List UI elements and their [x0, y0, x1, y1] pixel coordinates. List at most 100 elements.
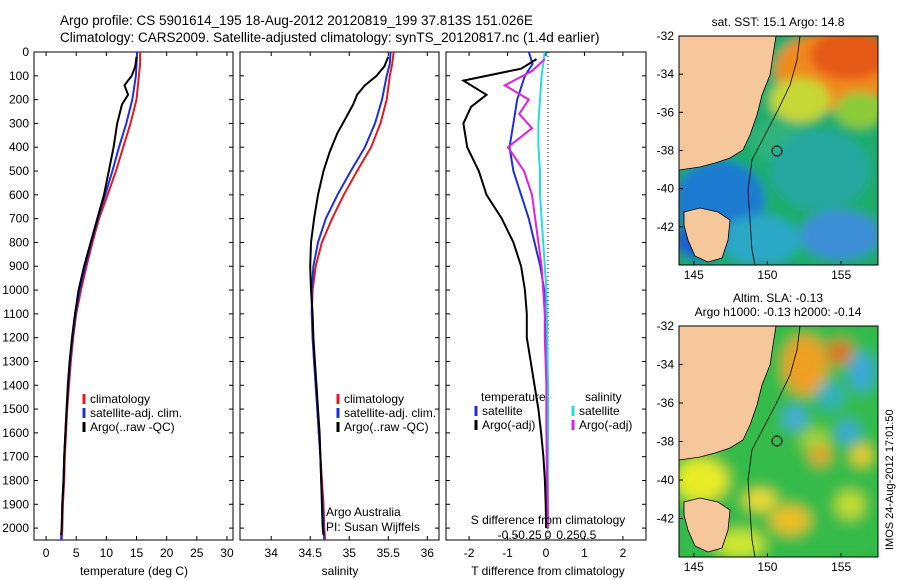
sla-map-tasmania — [683, 497, 731, 553]
depth-tick-label: 900 — [9, 259, 29, 273]
sla-map-title-line1: Altim. SLA: -0.13 — [733, 291, 823, 305]
salinity-argo-adj-line — [502, 58, 549, 529]
climatology-line — [60, 52, 142, 540]
figure-title-line2: Climatology: CARS2009. Satellite-adjuste… — [60, 30, 600, 45]
difference-lines — [460, 52, 549, 529]
map-y-tick-label: -38 — [657, 435, 675, 449]
map-y-tick-label: -32 — [657, 29, 675, 43]
x-tick-label: 20 — [160, 546, 174, 560]
imos-credit-vertical: IMOS 24-Aug-2012 17:01:50 — [884, 409, 896, 550]
salinity-xlabel: salinity — [322, 564, 359, 578]
sst-map-panel: sat. SST: 15.1 Argo: 14.8 145 150 — [657, 15, 879, 282]
pi-label: PI: Susan Wijffels — [326, 520, 420, 534]
salinity-axes-frame — [239, 51, 440, 541]
depth-tick-label: 1400 — [2, 378, 29, 392]
map-y-tick-label: -38 — [657, 144, 675, 158]
map-y-tick-label: -34 — [657, 67, 675, 81]
s-difference-tick-label: 0 — [545, 528, 552, 542]
map-y-tick-label: -36 — [657, 105, 675, 119]
depth-tick-label: 500 — [9, 164, 29, 178]
temperature-argo-adj-line — [460, 58, 548, 529]
sla-argo-position-marker — [771, 435, 783, 447]
depth-tick-label: 800 — [9, 235, 29, 249]
legend-label: Argo(..raw -QC) — [90, 420, 175, 434]
depth-tick-label: 0 — [22, 45, 29, 59]
depth-tick-label: 1500 — [2, 402, 29, 416]
x-tick-label: 35 — [343, 546, 357, 560]
x-tick-label: 0 — [543, 546, 550, 560]
s-difference-tick-label: 0.5 — [580, 528, 597, 542]
sst-argo-position-marker — [771, 145, 783, 157]
x-tick-label: 35.5 — [377, 546, 401, 560]
depth-tick-label: 400 — [9, 140, 29, 154]
legend-heading: temperature — [481, 390, 546, 404]
figure-title-line1: Argo profile: CS 5901614_195 18-Aug-2012… — [60, 13, 533, 28]
argo-raw-qc-line — [309, 56, 390, 536]
legend-label: satellite — [482, 404, 523, 418]
argo-raw-qc-line — [60, 56, 138, 536]
satellite-adj-clim-line — [60, 52, 139, 540]
depth-tick-label: 1900 — [2, 497, 29, 511]
map-y-tick-label: -40 — [657, 473, 675, 487]
sla-map-title-line2: Argo h1000: -0.13 h2000: -0.14 — [695, 305, 862, 319]
depth-tick-label: 200 — [9, 93, 29, 107]
sst-map-tasmania — [683, 207, 731, 263]
s-difference-tick-label: -0.25 — [514, 528, 542, 542]
sla-map-isobath — [747, 326, 801, 557]
x-tick-label: 34 — [265, 546, 279, 560]
s-difference-tick-label: -0.5 — [498, 528, 519, 542]
sla-map-field — [679, 326, 878, 557]
x-tick-label: 10 — [100, 546, 114, 560]
x-tick-label: 25 — [190, 546, 204, 560]
temperature-lines — [60, 52, 142, 540]
x-tick-label: 36 — [421, 546, 435, 560]
map-y-tick-label: -32 — [657, 319, 675, 333]
sla-map-mainland — [679, 326, 777, 461]
legend-label: Argo(-adj) — [579, 418, 632, 432]
depth-tick-labels: 0 100 200 300 400 500 600 700 800 900 1000 1100 1200… — [2, 45, 29, 535]
s-difference-tick-label: 0.25 — [556, 528, 580, 542]
sla-map-panel: Altim. SLA: -0.13 Argo h1000: -0.13 h200… — [657, 291, 879, 574]
map-x-tick-label: 145 — [684, 560, 704, 574]
legend-label: climatology — [90, 392, 150, 406]
x-tick-label: 34.5 — [299, 546, 323, 560]
map-y-tick-label: -34 — [657, 358, 675, 372]
map-x-tick-label: 155 — [831, 560, 851, 574]
x-tick-label: 5 — [73, 546, 80, 560]
x-tick-label: 1 — [581, 546, 588, 560]
depth-tick-label: 1600 — [2, 426, 29, 440]
sst-map-title: sat. SST: 15.1 Argo: 14.8 — [712, 15, 845, 29]
x-tick-label: 30 — [220, 546, 234, 560]
temperature-xlabel: temperature (deg C) — [80, 564, 188, 578]
temperature-axes-frame — [33, 51, 234, 541]
depth-tick-label: 1100 — [3, 307, 29, 321]
legend-label: Argo(..raw -QC) — [344, 420, 429, 434]
legend-label: satellite-adj. clim. — [344, 406, 436, 420]
map-y-tick-label: -40 — [657, 182, 675, 196]
temperature-panel: 0100200300400500600700800900100011001200… — [2, 45, 234, 578]
map-y-tick-label: -42 — [657, 220, 675, 234]
depth-tick-label: 100 — [9, 69, 29, 83]
x-tick-label: -1 — [502, 546, 513, 560]
sst-map-ticks: 145 150 155 -32 -34 -36 -38 -40 -42 — [657, 29, 852, 282]
difference-legend: temperaturesatelliteArgo(-adj)salinitysa… — [474, 390, 632, 432]
argo-australia-label: Argo Australia — [326, 505, 401, 519]
legend-label: climatology — [344, 392, 404, 406]
s-difference-label: S difference from climatology — [471, 513, 626, 527]
legend-label: Argo(-adj) — [482, 418, 535, 432]
x-tick-label: 0 — [43, 546, 50, 560]
map-x-tick-label: 150 — [757, 560, 777, 574]
legend-heading: salinity — [585, 390, 622, 404]
legend-label: satellite-adj. clim. — [90, 406, 182, 420]
temperature-ticks: 0 5 10 15 20 25 30 — [34, 51, 234, 560]
depth-tick-label: 600 — [9, 188, 29, 202]
depth-tick-label: 1800 — [2, 473, 29, 487]
sst-map-mainland — [679, 36, 777, 171]
depth-tick-label: 1700 — [2, 450, 29, 464]
map-x-tick-label: 145 — [684, 268, 704, 282]
difference-ticks: -2 -1 0 1 2 -0.5-0.25 0 0.25 0.5 — [446, 51, 646, 560]
x-tick-label: 15 — [130, 546, 144, 560]
